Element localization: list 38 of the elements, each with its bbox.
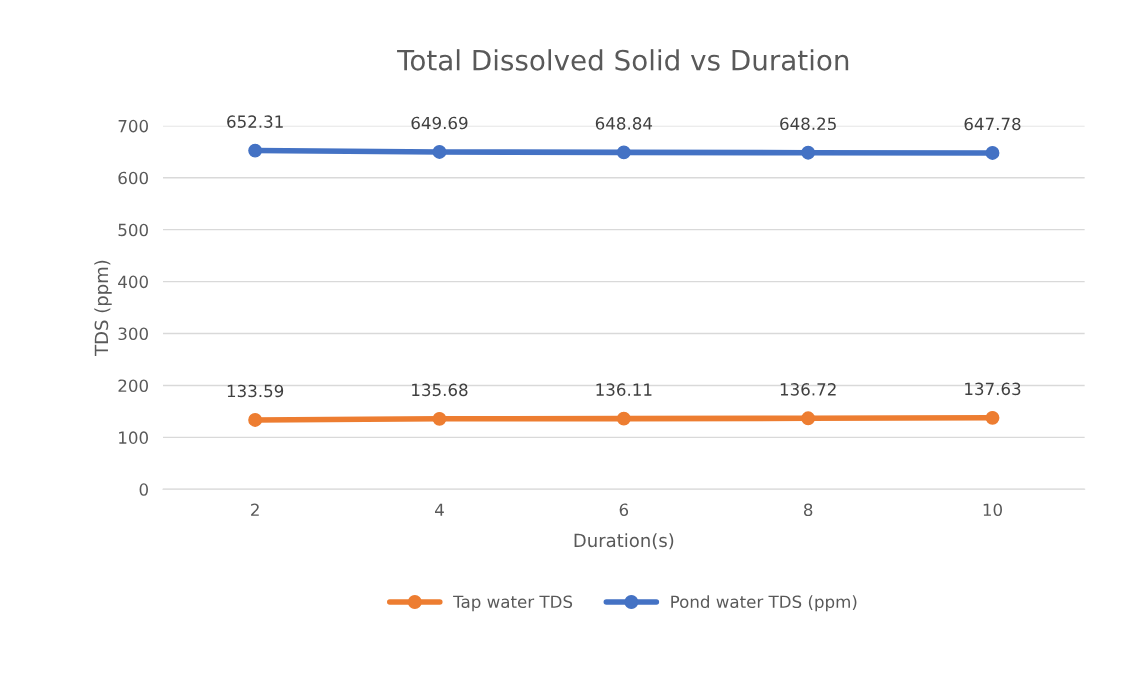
x-axis-title: Duration(s) [574,533,674,550]
point [985,145,1000,160]
y-axis-title: TDS (ppm) [94,260,112,356]
x-tick-label: 10 [983,503,1002,517]
point [432,411,447,426]
point [801,411,816,426]
point [432,144,447,159]
y-tick-label: 600 [118,171,148,185]
chart-title: Total Dissolved Solid vs Duration [397,49,849,71]
point [616,145,631,160]
data-label: 648.25 [780,117,836,131]
point [616,411,631,426]
data-label: 648.84 [595,117,653,130]
x-tick-label: 4 [435,503,444,516]
y-tick-label: 300 [118,327,148,341]
legend-label: Tap water TDS [453,595,573,612]
data-label: 649.69 [411,116,468,130]
point [248,412,263,427]
data-label: 137.63 [965,382,1021,396]
legend-label: Pond water TDS (ppm) [671,595,857,612]
point [248,143,263,158]
data-label: 133.59 [227,384,284,398]
y-tick-label: 400 [118,275,148,289]
x-tick-label: 8 [803,503,813,517]
point [801,145,816,160]
data-label: 135.68 [412,383,468,397]
x-tick-label: 6 [619,503,629,517]
data-label: 136.11 [596,383,652,396]
y-tick-label: 100 [119,431,148,444]
y-tick-label: 700 [118,119,148,133]
point [985,410,1000,425]
data-label: 652.31 [227,115,283,128]
y-tick-label: 500 [118,223,148,237]
data-label: 136.72 [780,383,836,396]
y-tick-label: 0 [139,483,148,496]
data-label: 647.78 [964,117,1021,131]
x-tick-label: 2 [251,503,259,516]
y-tick-label: 200 [118,379,148,393]
